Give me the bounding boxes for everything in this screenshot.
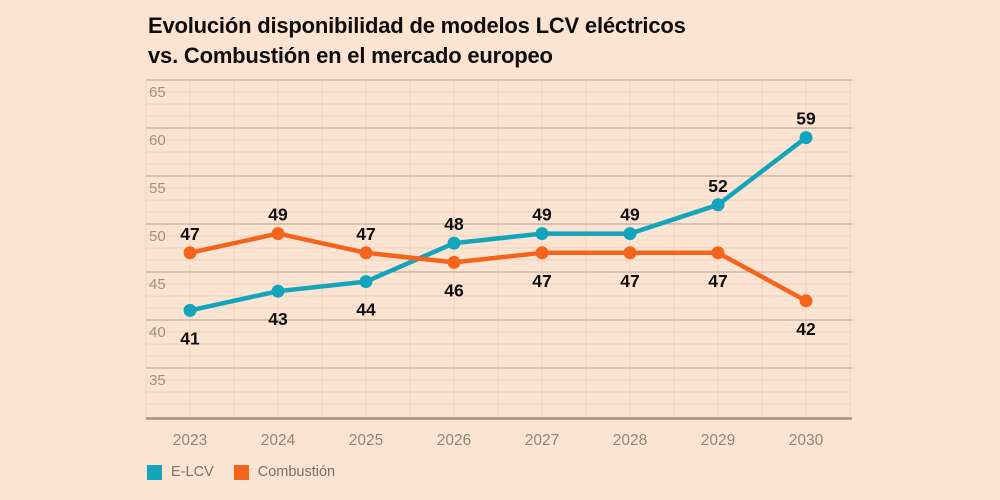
x-tick-label: 2024 xyxy=(261,432,296,449)
data-point-1 xyxy=(447,255,461,269)
y-tick-label: 55 xyxy=(149,180,166,197)
legend-label-1: Combustión xyxy=(257,464,336,480)
x-tick-label: 2027 xyxy=(525,432,559,449)
data-label-1: 49 xyxy=(268,205,288,225)
data-label-1: 47 xyxy=(356,224,375,244)
data-label-1: 47 xyxy=(180,224,199,244)
data-label-0: 41 xyxy=(180,328,200,348)
data-label-0: 52 xyxy=(708,176,728,196)
data-label-0: 59 xyxy=(796,109,816,129)
y-tick-label: 60 xyxy=(149,132,166,149)
data-label-1: 47 xyxy=(620,271,639,291)
chart-title-line-2: vs. Combustión en el mercado europeo xyxy=(148,43,553,68)
series-line-0 xyxy=(187,135,809,313)
data-label-1: 47 xyxy=(532,271,551,291)
x-tick-label: 2028 xyxy=(613,432,647,449)
data-point-0 xyxy=(711,198,725,212)
data-point-0 xyxy=(799,131,813,145)
data-point-1 xyxy=(799,294,813,308)
y-tick-label: 50 xyxy=(149,228,166,245)
data-label-1: 47 xyxy=(708,271,727,291)
x-tick-label: 2023 xyxy=(173,432,207,449)
x-tick-label: 2030 xyxy=(789,432,824,449)
y-tick-label: 45 xyxy=(149,276,166,293)
data-point-1 xyxy=(623,246,637,260)
legend-item-1: Combustión xyxy=(233,464,336,480)
data-point-0 xyxy=(447,236,461,250)
legend-label-0: E-LCV xyxy=(171,464,214,480)
data-label-0: 49 xyxy=(532,205,552,225)
data-label-1: 42 xyxy=(796,319,816,339)
x-tick-label: 2029 xyxy=(701,432,735,449)
data-point-0 xyxy=(359,275,373,289)
data-point-1 xyxy=(535,246,549,260)
series-line-1 xyxy=(187,231,809,304)
data-point-1 xyxy=(711,246,725,260)
data-point-0 xyxy=(623,227,637,241)
data-label-0: 44 xyxy=(356,300,376,320)
data-point-0 xyxy=(535,227,549,241)
y-tick-label: 40 xyxy=(149,324,166,341)
data-label-1: 46 xyxy=(444,280,464,300)
y-tick-label: 65 xyxy=(149,84,166,101)
legend-swatch-1 xyxy=(233,464,249,480)
data-label-0: 49 xyxy=(620,205,640,225)
data-point-1 xyxy=(271,227,285,241)
data-point-1 xyxy=(183,246,197,260)
legend-item-0: E-LCV xyxy=(147,464,214,480)
legend-swatch-0 xyxy=(147,464,162,480)
data-label-0: 43 xyxy=(268,309,288,329)
chart-title: Evolución disponibilidad de modelos LCV … xyxy=(148,11,686,71)
x-tick-label: 2025 xyxy=(349,432,383,449)
y-tick-label: 35 xyxy=(149,372,166,389)
data-point-1 xyxy=(359,246,373,260)
data-point-0 xyxy=(183,303,197,317)
chart-title-line-1: Evolución disponibilidad de modelos LCV … xyxy=(148,13,686,38)
data-point-0 xyxy=(271,284,285,298)
x-tick-label: 2026 xyxy=(437,432,471,449)
data-label-0: 48 xyxy=(444,214,464,234)
chart-legend: E-LCV Combustión xyxy=(147,464,335,480)
